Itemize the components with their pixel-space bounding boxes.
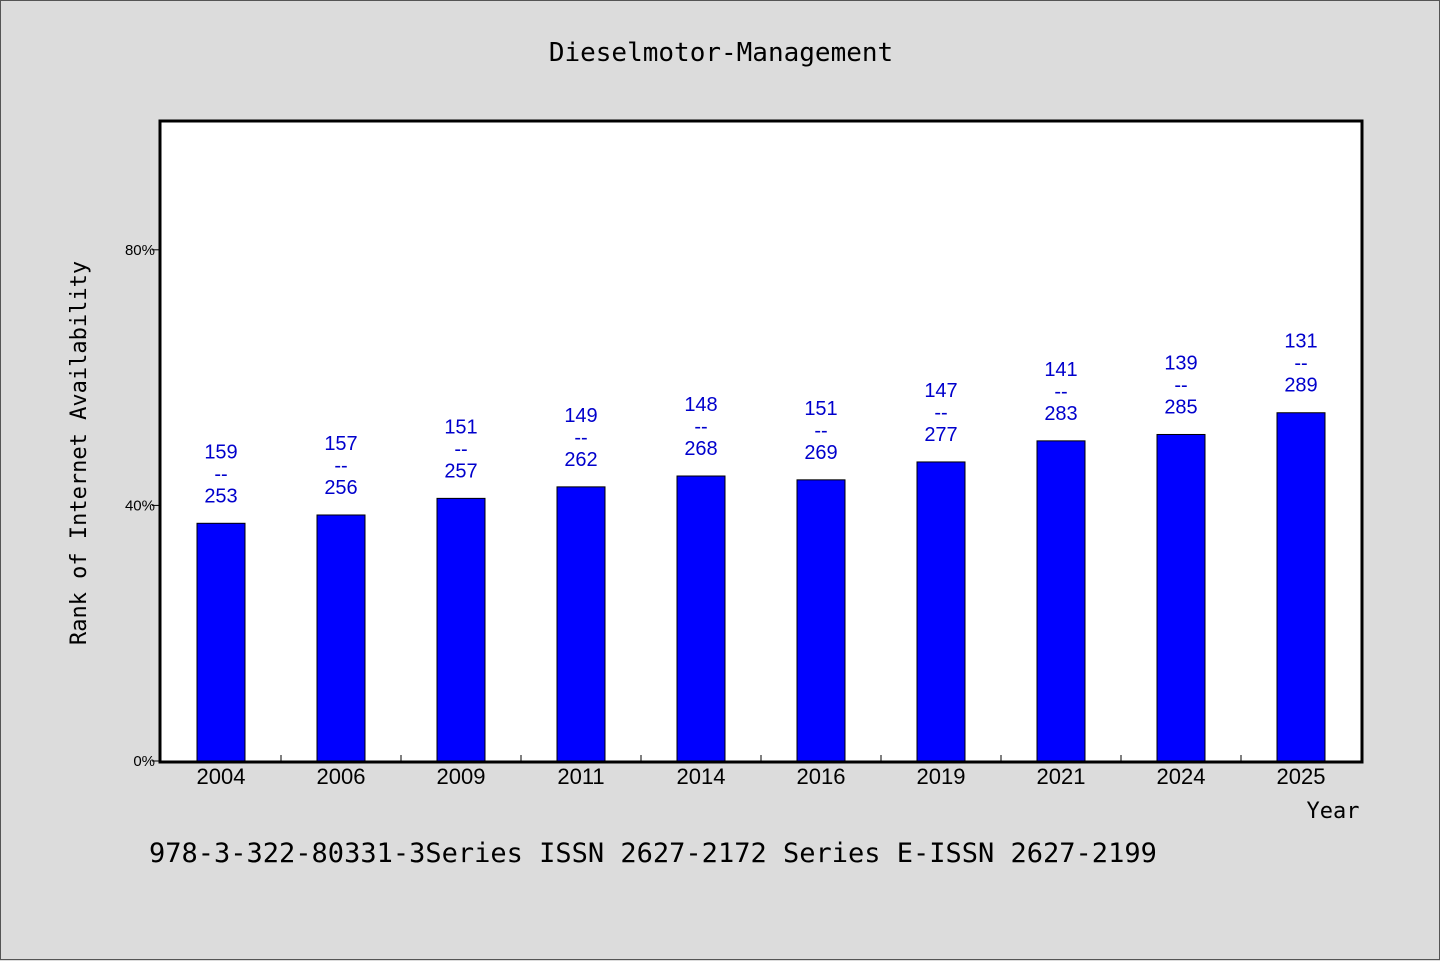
data-label-2011-bottom: 262 xyxy=(564,449,597,471)
x-tick-label-2025: 2025 xyxy=(1277,764,1326,789)
data-label-2016-separator: -- xyxy=(814,420,827,442)
x-tick-label-2021: 2021 xyxy=(1037,764,1086,789)
x-tick-label-2019: 2019 xyxy=(917,764,966,789)
data-label-2019-top: 147 xyxy=(924,380,957,402)
y-tick-label-40: 40% xyxy=(125,497,155,514)
bar-2009 xyxy=(436,497,486,762)
x-axis-label: Year xyxy=(1307,799,1360,824)
bar-2014 xyxy=(676,475,726,762)
data-label-2021-separator: -- xyxy=(1054,381,1067,403)
data-label-2024-top: 139 xyxy=(1164,352,1197,374)
data-label-2025-top: 131 xyxy=(1284,331,1317,353)
bar-2025 xyxy=(1276,412,1326,762)
data-label-2024-bottom: 285 xyxy=(1164,396,1197,418)
data-label-2014-bottom: 268 xyxy=(684,438,717,460)
y-tick-label-80: 80% xyxy=(125,242,155,259)
data-label-2025-separator: -- xyxy=(1294,353,1307,375)
data-label-2024-separator: -- xyxy=(1174,374,1187,396)
bar-2021 xyxy=(1036,440,1086,762)
data-label-2019-separator: -- xyxy=(934,402,947,424)
x-tick-label-2016: 2016 xyxy=(797,764,846,789)
data-label-2006-separator: -- xyxy=(334,455,347,477)
x-tick-label-2024: 2024 xyxy=(1157,764,1206,789)
data-label-2004-top: 159 xyxy=(204,441,237,463)
data-label-2004-bottom: 253 xyxy=(204,485,237,507)
bar-2011 xyxy=(556,486,606,762)
data-label-2021-bottom: 283 xyxy=(1044,403,1077,425)
x-tick-label-2014: 2014 xyxy=(677,764,726,789)
x-tick-label-2009: 2009 xyxy=(437,764,486,789)
chart-title: Dieselmotor-Management xyxy=(549,38,893,68)
footer-isbn-text: 978-3-322-80331-3Series ISSN 2627-2172 S… xyxy=(149,838,1157,869)
data-label-2011-separator: -- xyxy=(574,427,587,449)
bar-2019 xyxy=(916,461,966,762)
data-label-2006-top: 157 xyxy=(324,433,357,455)
data-label-2009-separator: -- xyxy=(454,438,467,460)
y-tick-label-0: 0% xyxy=(133,753,155,770)
x-tick-label-2006: 2006 xyxy=(317,764,366,789)
data-label-2009-bottom: 257 xyxy=(444,460,477,482)
bar-2016 xyxy=(796,479,846,762)
data-label-2014-separator: -- xyxy=(694,416,707,438)
bar-2004 xyxy=(196,522,246,762)
data-label-2006-bottom: 256 xyxy=(324,477,357,499)
data-label-2025-bottom: 289 xyxy=(1284,375,1317,397)
data-label-2021-top: 141 xyxy=(1044,359,1077,381)
data-label-2014-top: 148 xyxy=(684,394,717,416)
x-tick-label-2011: 2011 xyxy=(557,764,604,789)
y-axis-label: Rank of Internet Availability xyxy=(67,261,92,645)
data-label-2009-top: 151 xyxy=(444,416,477,438)
x-tick-label-2004: 2004 xyxy=(197,764,246,789)
bar-2024 xyxy=(1156,433,1206,762)
data-label-2004-separator: -- xyxy=(214,463,227,485)
data-label-2016-top: 151 xyxy=(804,398,837,420)
data-label-2011-top: 149 xyxy=(564,405,597,427)
data-label-2019-bottom: 277 xyxy=(924,424,957,446)
data-label-2016-bottom: 269 xyxy=(804,442,837,464)
bar-2006 xyxy=(316,514,366,762)
